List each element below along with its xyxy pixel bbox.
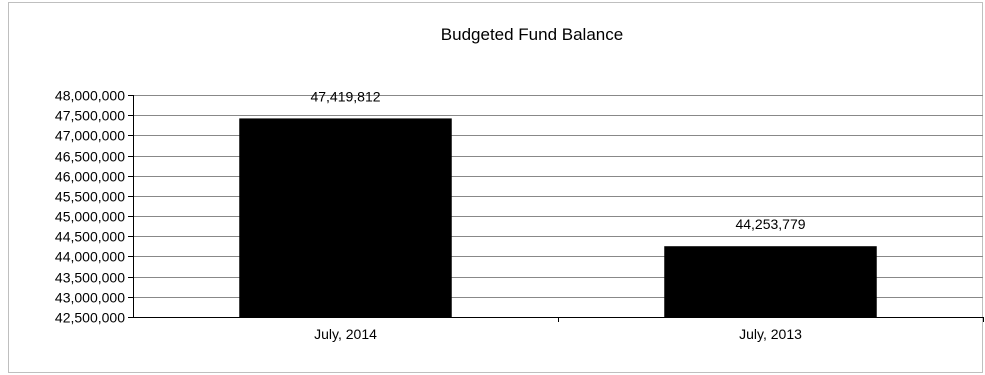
y-tick-label: 43,500,000	[55, 270, 125, 286]
y-tick-label: 44,000,000	[55, 249, 125, 265]
data-label: 44,253,779	[735, 216, 805, 232]
bars	[239, 118, 877, 318]
labels: 42,500,000 43,000,000 43,500,000 44,000,000…	[55, 88, 806, 343]
y-tick-label: 48,000,000	[55, 88, 125, 104]
y-tick-label: 46,000,000	[55, 169, 125, 185]
y-tick-label: 43,000,000	[55, 290, 125, 306]
data-label: 47,419,812	[310, 88, 380, 104]
y-tick-label: 46,500,000	[55, 149, 125, 165]
y-tick-label: 45,000,000	[55, 209, 125, 225]
axes	[128, 95, 984, 322]
y-tick-label: 47,500,000	[55, 108, 125, 124]
y-tick-label: 45,500,000	[55, 189, 125, 205]
y-tick-label: 44,500,000	[55, 229, 125, 245]
chart-title: Budgeted Fund Balance	[441, 25, 623, 44]
y-tick-label: 47,000,000	[55, 128, 125, 144]
y-tick-label: 42,500,000	[55, 310, 125, 326]
bar	[239, 118, 452, 318]
x-tick-label: July, 2013	[739, 326, 802, 342]
x-tick-label: July, 2014	[314, 326, 377, 342]
bar	[664, 246, 877, 317]
